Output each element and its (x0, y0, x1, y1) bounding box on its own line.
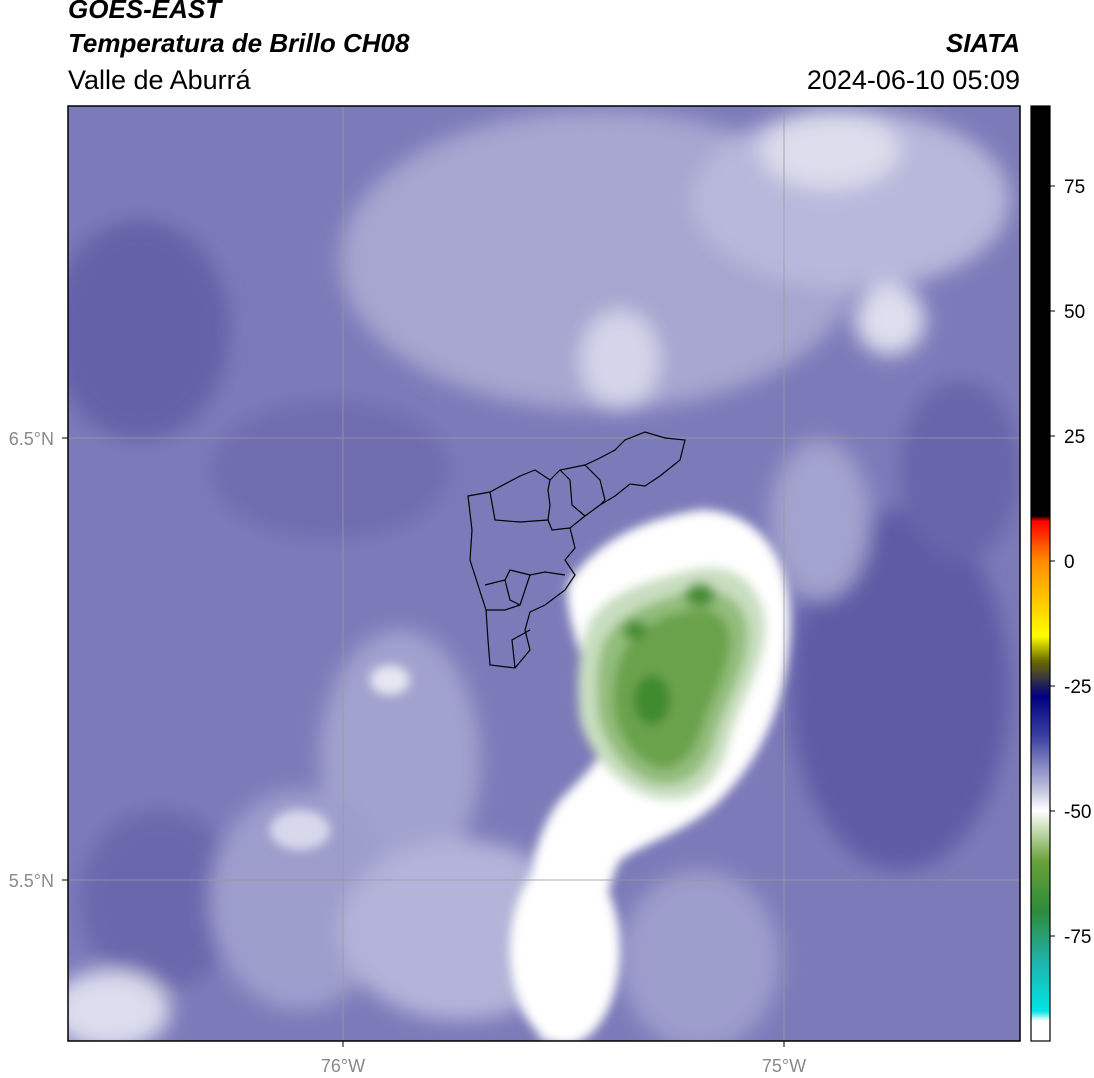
colorbar-tick-label: 75 (1064, 177, 1085, 198)
lon-tick-label: 76°W (321, 1056, 365, 1076)
colorbar: 75 50 25 0 -25 -50 -75 (1030, 105, 1091, 1042)
municipal-boundaries (467, 431, 686, 669)
lat-tick-label: 6.5°N (9, 429, 54, 449)
colorbar-tick-label: -25 (1064, 677, 1091, 698)
agency-label: SIATA (945, 28, 1020, 58)
colorbar-tick-label: -75 (1064, 927, 1091, 948)
map-frame (67, 105, 1021, 1042)
satellite-title: GOES-EAST (68, 0, 222, 24)
region-title: Valle de Aburrá (68, 65, 251, 95)
colorbar-tick-label: -50 (1064, 802, 1091, 823)
colorbar-tick-label: 0 (1064, 552, 1075, 573)
colorbar-gradient (1031, 106, 1050, 1041)
colorbar-tick-label: 25 (1064, 427, 1085, 448)
temperature-field (68, 106, 1020, 1041)
datetime-label: 2024-06-10 05:09 (806, 65, 1020, 95)
colorbar-tick-label: 50 (1064, 302, 1085, 323)
map-gridlines (68, 106, 1020, 1041)
product-title: Temperatura de Brillo CH08 (68, 28, 410, 58)
lon-tick-label: 75°W (762, 1056, 806, 1076)
lat-tick-label: 5.5°N (9, 871, 54, 891)
colorbar-frame (1030, 105, 1051, 1042)
